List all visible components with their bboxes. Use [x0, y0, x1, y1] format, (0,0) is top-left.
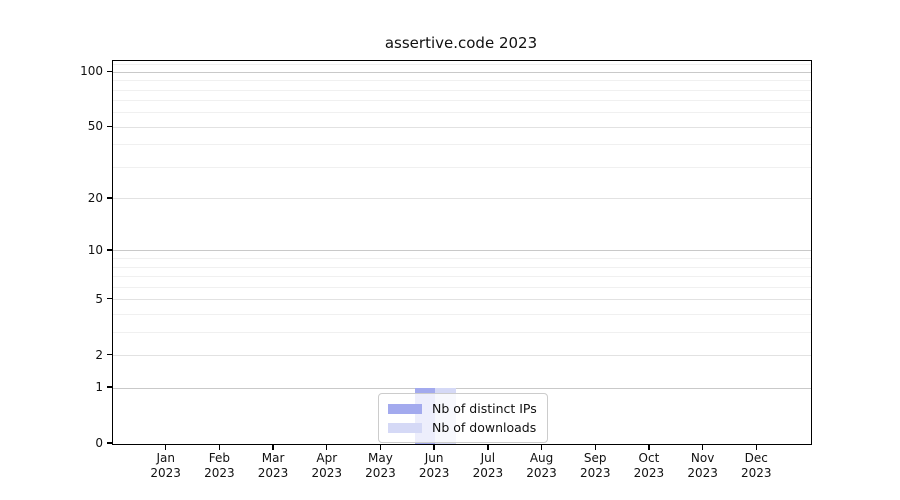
y-tick-mark — [107, 298, 112, 300]
gridline-y-60 — [113, 112, 811, 114]
gridline-y-9 — [113, 258, 811, 260]
y-tick-mark — [107, 386, 112, 388]
x-tick-label-may: May 2023 — [365, 451, 396, 480]
x-tick-label-jul: Jul 2023 — [472, 451, 504, 480]
chart-title: assertive.code 2023 — [384, 34, 538, 52]
gridline-y-8 — [113, 266, 811, 268]
gridline-y-110 — [113, 64, 811, 66]
gridline-y-50 — [113, 126, 811, 128]
x-tick-label-jun: Jun 2023 — [418, 451, 450, 480]
x-tick-mark — [272, 444, 274, 450]
gridline-y-6 — [113, 286, 811, 288]
x-tick-label-jan: Jan 2023 — [150, 451, 181, 480]
x-tick-label-feb: Feb 2023 — [204, 451, 235, 480]
x-tick-mark — [594, 444, 596, 450]
x-tick-mark — [701, 444, 704, 450]
y-tick-label-100: 100 — [80, 64, 103, 79]
y-tick-label-20: 20 — [87, 190, 103, 205]
y-tick-mark — [107, 125, 112, 128]
gridline-y-7 — [113, 276, 811, 278]
x-tick-mark — [433, 444, 435, 450]
gridline-y-3 — [113, 331, 811, 333]
legend-label: Nb of downloads — [432, 420, 537, 435]
x-tick-label-sep: Sep 2023 — [579, 451, 611, 480]
gridline-y-30 — [113, 166, 811, 168]
y-tick-mark — [107, 442, 112, 444]
x-tick-mark — [326, 444, 328, 450]
y-tick-mark — [107, 70, 112, 73]
legend-entry-0: Nb of distinct IPs — [388, 401, 537, 416]
legend-entry-1: Nb of downloads — [388, 420, 537, 435]
y-tick-mark — [107, 353, 112, 356]
legend-swatch-icon — [388, 403, 422, 414]
x-tick-label-nov: Nov 2023 — [687, 451, 718, 480]
plot-area — [112, 60, 812, 445]
y-tick-label-0: 0 — [95, 436, 103, 450]
x-tick-label-apr: Apr 2023 — [311, 451, 343, 480]
gridline-y-4 — [113, 313, 811, 315]
x-tick-label-oct: Oct 2023 — [633, 451, 665, 480]
y-tick-label-10: 10 — [87, 242, 103, 257]
gridline-y-80 — [113, 89, 811, 91]
gridline-y-10 — [113, 250, 811, 252]
gridline-y-1 — [113, 387, 811, 389]
legend-label: Nb of distinct IPs — [432, 401, 537, 416]
legend-swatch-icon — [388, 422, 422, 433]
y-tick-mark — [107, 249, 112, 251]
gridline-y-70 — [113, 100, 811, 102]
gridline-y-2 — [113, 355, 811, 357]
y-tick-mark — [107, 197, 112, 199]
gridline-y-90 — [113, 80, 811, 82]
gridline-y-20 — [113, 198, 811, 200]
x-tick-label-aug: Aug 2023 — [526, 451, 557, 480]
gridline-y-40 — [113, 144, 811, 146]
gridline-y-5 — [113, 299, 811, 301]
y-tick-label-5: 5 — [95, 291, 103, 306]
y-tick-label-2: 2 — [95, 347, 103, 362]
x-tick-mark — [648, 444, 650, 450]
x-tick-label-mar: Mar 2023 — [257, 451, 289, 480]
x-tick-mark — [379, 444, 382, 450]
gridline-y-100 — [113, 71, 811, 73]
x-tick-label-dec: Dec 2023 — [741, 451, 772, 480]
y-tick-label-50: 50 — [87, 119, 103, 134]
x-tick-mark — [755, 444, 757, 450]
x-tick-mark — [487, 444, 489, 450]
y-tick-label-1: 1 — [95, 380, 103, 395]
legend: Nb of distinct IPs Nb of downloads — [378, 393, 548, 443]
x-tick-mark — [540, 444, 543, 450]
x-tick-mark — [218, 444, 221, 450]
x-tick-mark — [164, 444, 167, 450]
